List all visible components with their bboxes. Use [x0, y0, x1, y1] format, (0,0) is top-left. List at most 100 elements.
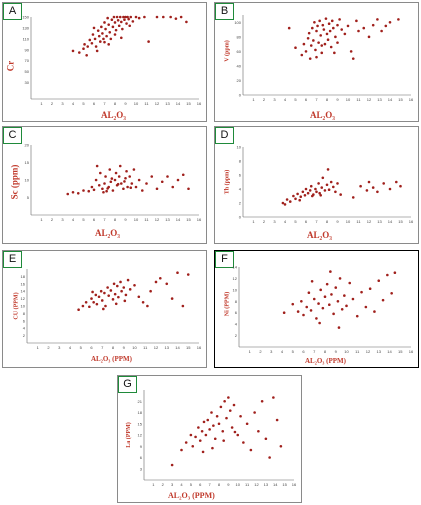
x-tick-label: 10 [134, 101, 139, 106]
x-tick-label: 4 [284, 97, 287, 102]
data-point [318, 19, 321, 23]
data-point [343, 32, 347, 36]
data-point [306, 36, 310, 40]
data-point [345, 304, 348, 308]
data-point [160, 180, 164, 184]
data-point [317, 41, 320, 44]
x-tick-label: 15 [398, 97, 403, 102]
x-tick-label: 8 [324, 349, 327, 354]
data-point [107, 23, 110, 26]
data-point [343, 294, 346, 297]
data-point [318, 191, 321, 195]
data-point [315, 190, 318, 194]
data-point [308, 189, 312, 192]
data-point [239, 414, 242, 418]
y-tick-label: 130 [22, 25, 29, 30]
y-tick-label: 8 [239, 159, 242, 164]
data-point [185, 20, 188, 24]
data-point [373, 310, 376, 313]
data-point [134, 185, 138, 189]
data-point [253, 411, 256, 414]
data-point [304, 50, 308, 53]
x-tick-label: 3 [61, 101, 64, 106]
y-tick-label: 20 [25, 143, 30, 148]
data-point [368, 287, 372, 291]
x-tick-label: 4 [72, 217, 75, 222]
data-point [141, 301, 145, 304]
panel-a: A 1 2 3 4 5 6 7 8 9 10 11 12 13 14 15 16 30 50 70 90 110 130 1… [2, 2, 207, 122]
data-point [170, 297, 174, 300]
y-tick-label: 6 [140, 455, 143, 460]
data-point [309, 44, 313, 47]
data-point [338, 18, 341, 21]
x-tick-label: 12 [367, 97, 372, 102]
data-point [145, 182, 148, 185]
panel-f: F 1 2 3 4 5 6 7 8 9 10 11 12 13 14 15 16 2 4 6 8 10 12 14 AL₂O… [214, 250, 419, 368]
y-tick-label: 150 [22, 15, 29, 20]
data-point [101, 187, 104, 191]
data-point [326, 38, 330, 42]
data-point [109, 289, 113, 292]
data-point [114, 28, 118, 32]
data-point [71, 49, 75, 53]
data-point [186, 273, 190, 276]
data-point [395, 180, 398, 184]
data-point [333, 51, 336, 55]
x-tick-label: 9 [124, 217, 127, 222]
x-tick-label: 6 [305, 97, 308, 102]
data-point [225, 416, 228, 420]
data-point [201, 450, 205, 454]
data-point [212, 424, 215, 427]
data-point [233, 430, 237, 434]
y-tick-label: 16 [21, 281, 26, 286]
x-tick-label: 15 [186, 101, 191, 106]
data-point [314, 187, 317, 191]
data-point [134, 15, 138, 19]
data-point [84, 301, 88, 304]
data-point [367, 180, 371, 184]
x-tick-label: 3 [61, 217, 64, 222]
data-point [320, 186, 324, 189]
data-point [327, 22, 331, 26]
x-tick-label: 10 [236, 482, 241, 487]
x-tick-label: 1 [249, 349, 252, 354]
y-axis-label: Th (ppm) [224, 169, 231, 195]
data-point [133, 283, 136, 287]
x-tick-label: 4 [69, 345, 72, 350]
data-point [150, 175, 154, 178]
data-point [92, 26, 96, 30]
data-point [94, 293, 98, 297]
data-point [397, 18, 400, 21]
x-tick-label: 3 [273, 219, 276, 224]
data-point [171, 185, 175, 189]
x-axis-label: AL₂O₃ [307, 230, 332, 240]
x-tick-label: 6 [305, 219, 308, 224]
y-tick-label: 10 [233, 287, 238, 292]
data-point [275, 418, 279, 422]
panel-g: G 1 2 3 4 5 6 7 8 9 10 11 12 13 14 15 16 3 6 9 12 15 18 21 AL₂… [117, 375, 302, 503]
y-tick-label: 70 [25, 58, 30, 63]
data-point [211, 446, 214, 450]
data-point [119, 280, 122, 284]
x-tick-label: 1 [37, 345, 40, 350]
data-point [120, 182, 123, 185]
data-point [279, 444, 283, 448]
x-tick-label: 1 [252, 219, 255, 224]
data-point [367, 35, 371, 39]
data-point [307, 31, 311, 35]
data-point [272, 396, 275, 399]
data-point [355, 19, 358, 23]
data-point [155, 15, 159, 19]
data-point [309, 309, 313, 312]
data-point [208, 428, 211, 431]
data-point [104, 304, 107, 308]
data-point [109, 37, 113, 41]
data-point [77, 308, 80, 311]
data-point [388, 187, 392, 191]
data-point [249, 448, 253, 452]
data-point [329, 45, 333, 49]
y-tick-label: 90 [25, 47, 30, 52]
data-point [108, 31, 112, 34]
